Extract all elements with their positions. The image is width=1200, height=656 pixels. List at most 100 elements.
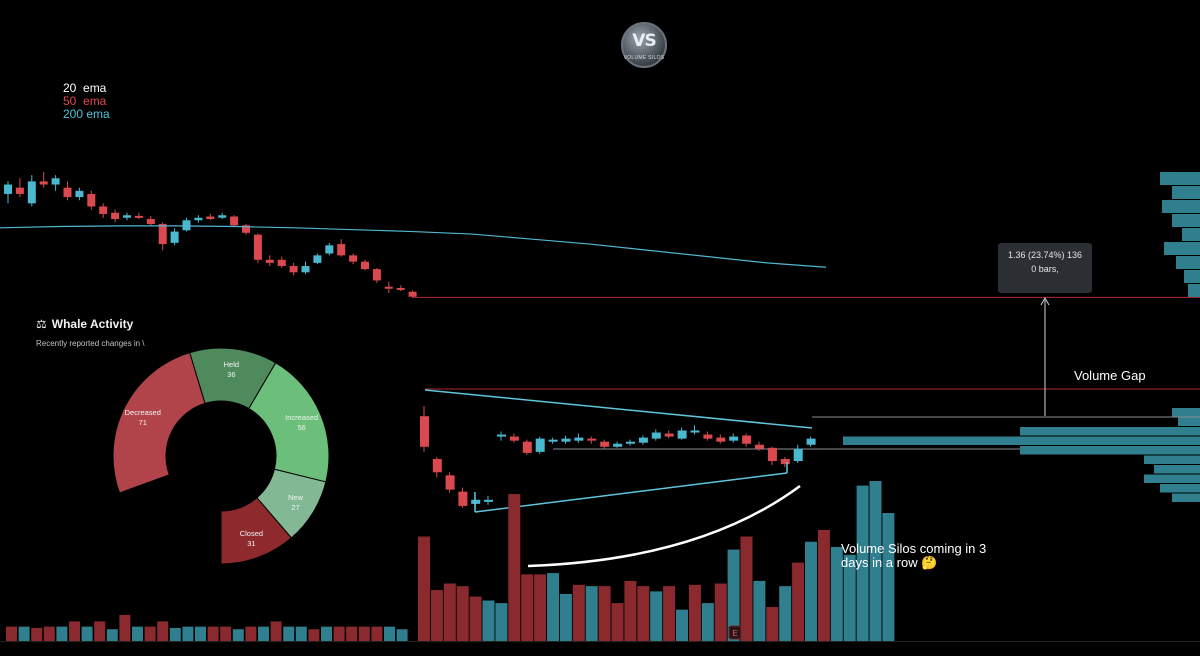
volume-profile-bar [1160,172,1200,185]
earnings-marker-label: E [732,629,737,638]
donut-slice [220,497,293,565]
volume-bar [521,574,534,641]
candle-body [613,443,623,447]
candle-body [337,244,346,256]
volume-bar [94,621,106,641]
candle-body [361,261,369,270]
volume-bar [714,583,727,641]
volume-bar [270,621,282,641]
volume-bar [676,609,688,641]
volume-profile-bar [1182,228,1200,241]
candle-body [253,234,262,260]
volume-bar [624,580,637,641]
volume-bar [740,536,753,641]
candle-body [445,475,455,490]
candle-body [111,212,120,220]
volume-bar [572,584,585,641]
volume-profile-bar [1144,455,1200,464]
candle-body [15,187,24,194]
candle-body [793,448,803,462]
volume-bar [495,603,508,641]
volume-bar [132,626,143,641]
candle-body [51,178,60,185]
candle-body [484,499,493,502]
wedge-lower-trendline [474,472,788,513]
volume-bar [869,481,882,641]
tooltip-line-1: 1.36 (23.74%) 136 [1007,250,1083,260]
candle-body [134,215,143,218]
volume-bar [430,590,443,641]
candle-body [146,219,155,225]
volume-bar [598,586,611,641]
candle-body [4,184,12,194]
candle-body [626,441,635,444]
candle-body [87,193,96,207]
volume-profile-bar [1178,417,1200,426]
donut-slice-label: Closed [240,529,263,538]
volume-bar [232,629,244,641]
donut-slice [112,352,206,494]
candle-body [432,459,442,473]
candle-body [372,269,381,281]
volume-silos-logo: VS VOLUME SILOS [621,22,667,68]
volume-profile-bar [1184,270,1200,283]
volume-bar [56,626,68,641]
volume-bar [418,536,430,641]
volume-bar [308,629,320,641]
volume-bar [157,621,169,641]
candle-body [703,434,713,439]
candle-body [806,438,816,445]
volume-bar [469,596,482,641]
volume-bar [69,621,80,641]
volume-bar [6,626,17,641]
candle-body [729,436,739,441]
volume-profile-bar [1154,465,1200,474]
volume-bar [18,626,30,641]
candle-body [289,266,298,273]
candle-body [39,181,48,185]
donut-slice-value: 31 [247,539,255,548]
donut-slice-label: Increased [285,413,318,422]
volume-gap-label: Volume Gap [1074,368,1146,383]
candle-body [99,206,108,214]
volume-bar [766,607,779,641]
volume-bar [805,541,817,641]
volume-bar [508,494,521,641]
volume-bar [701,603,714,641]
volume-profile-bar [1020,446,1200,455]
ema-legend-50: 50 ema [63,94,107,108]
whale-title-text: Whale Activity [51,317,134,331]
donut-slice-value: 27 [291,503,299,512]
volume-bar [792,562,805,641]
candle-body [313,255,322,263]
candle-body [651,432,661,439]
candle-body [242,225,250,233]
donut-slice-label: New [288,493,304,502]
whale-activity-title: ⚖ Whale Activity [36,317,133,331]
candle-body [277,259,286,267]
candle-body [755,444,764,449]
volume-bar [207,626,219,641]
candle-body [716,437,726,442]
volume-bar [81,626,93,641]
volume-bar [182,626,194,641]
volume-profile-bar [1160,484,1200,493]
volume-bar [727,549,740,641]
logo-subtext: VOLUME SILOS [623,55,665,61]
volume-profile-bar [1020,427,1200,436]
candle-body [600,441,610,447]
volume-trend-curve [527,484,801,568]
volume-bar [295,626,307,641]
volume-bar [650,591,663,641]
scale-icon: ⚖ [36,317,47,331]
volume-bar [258,626,269,641]
volume-bar [283,626,295,641]
donut-slice-label: Held [224,360,239,369]
candle-body [349,255,358,262]
volume-bar [830,546,843,641]
candle-body [182,220,191,231]
volume-profile-bar [843,436,1200,445]
volume-bar [384,626,395,641]
volume-bar [396,629,408,641]
